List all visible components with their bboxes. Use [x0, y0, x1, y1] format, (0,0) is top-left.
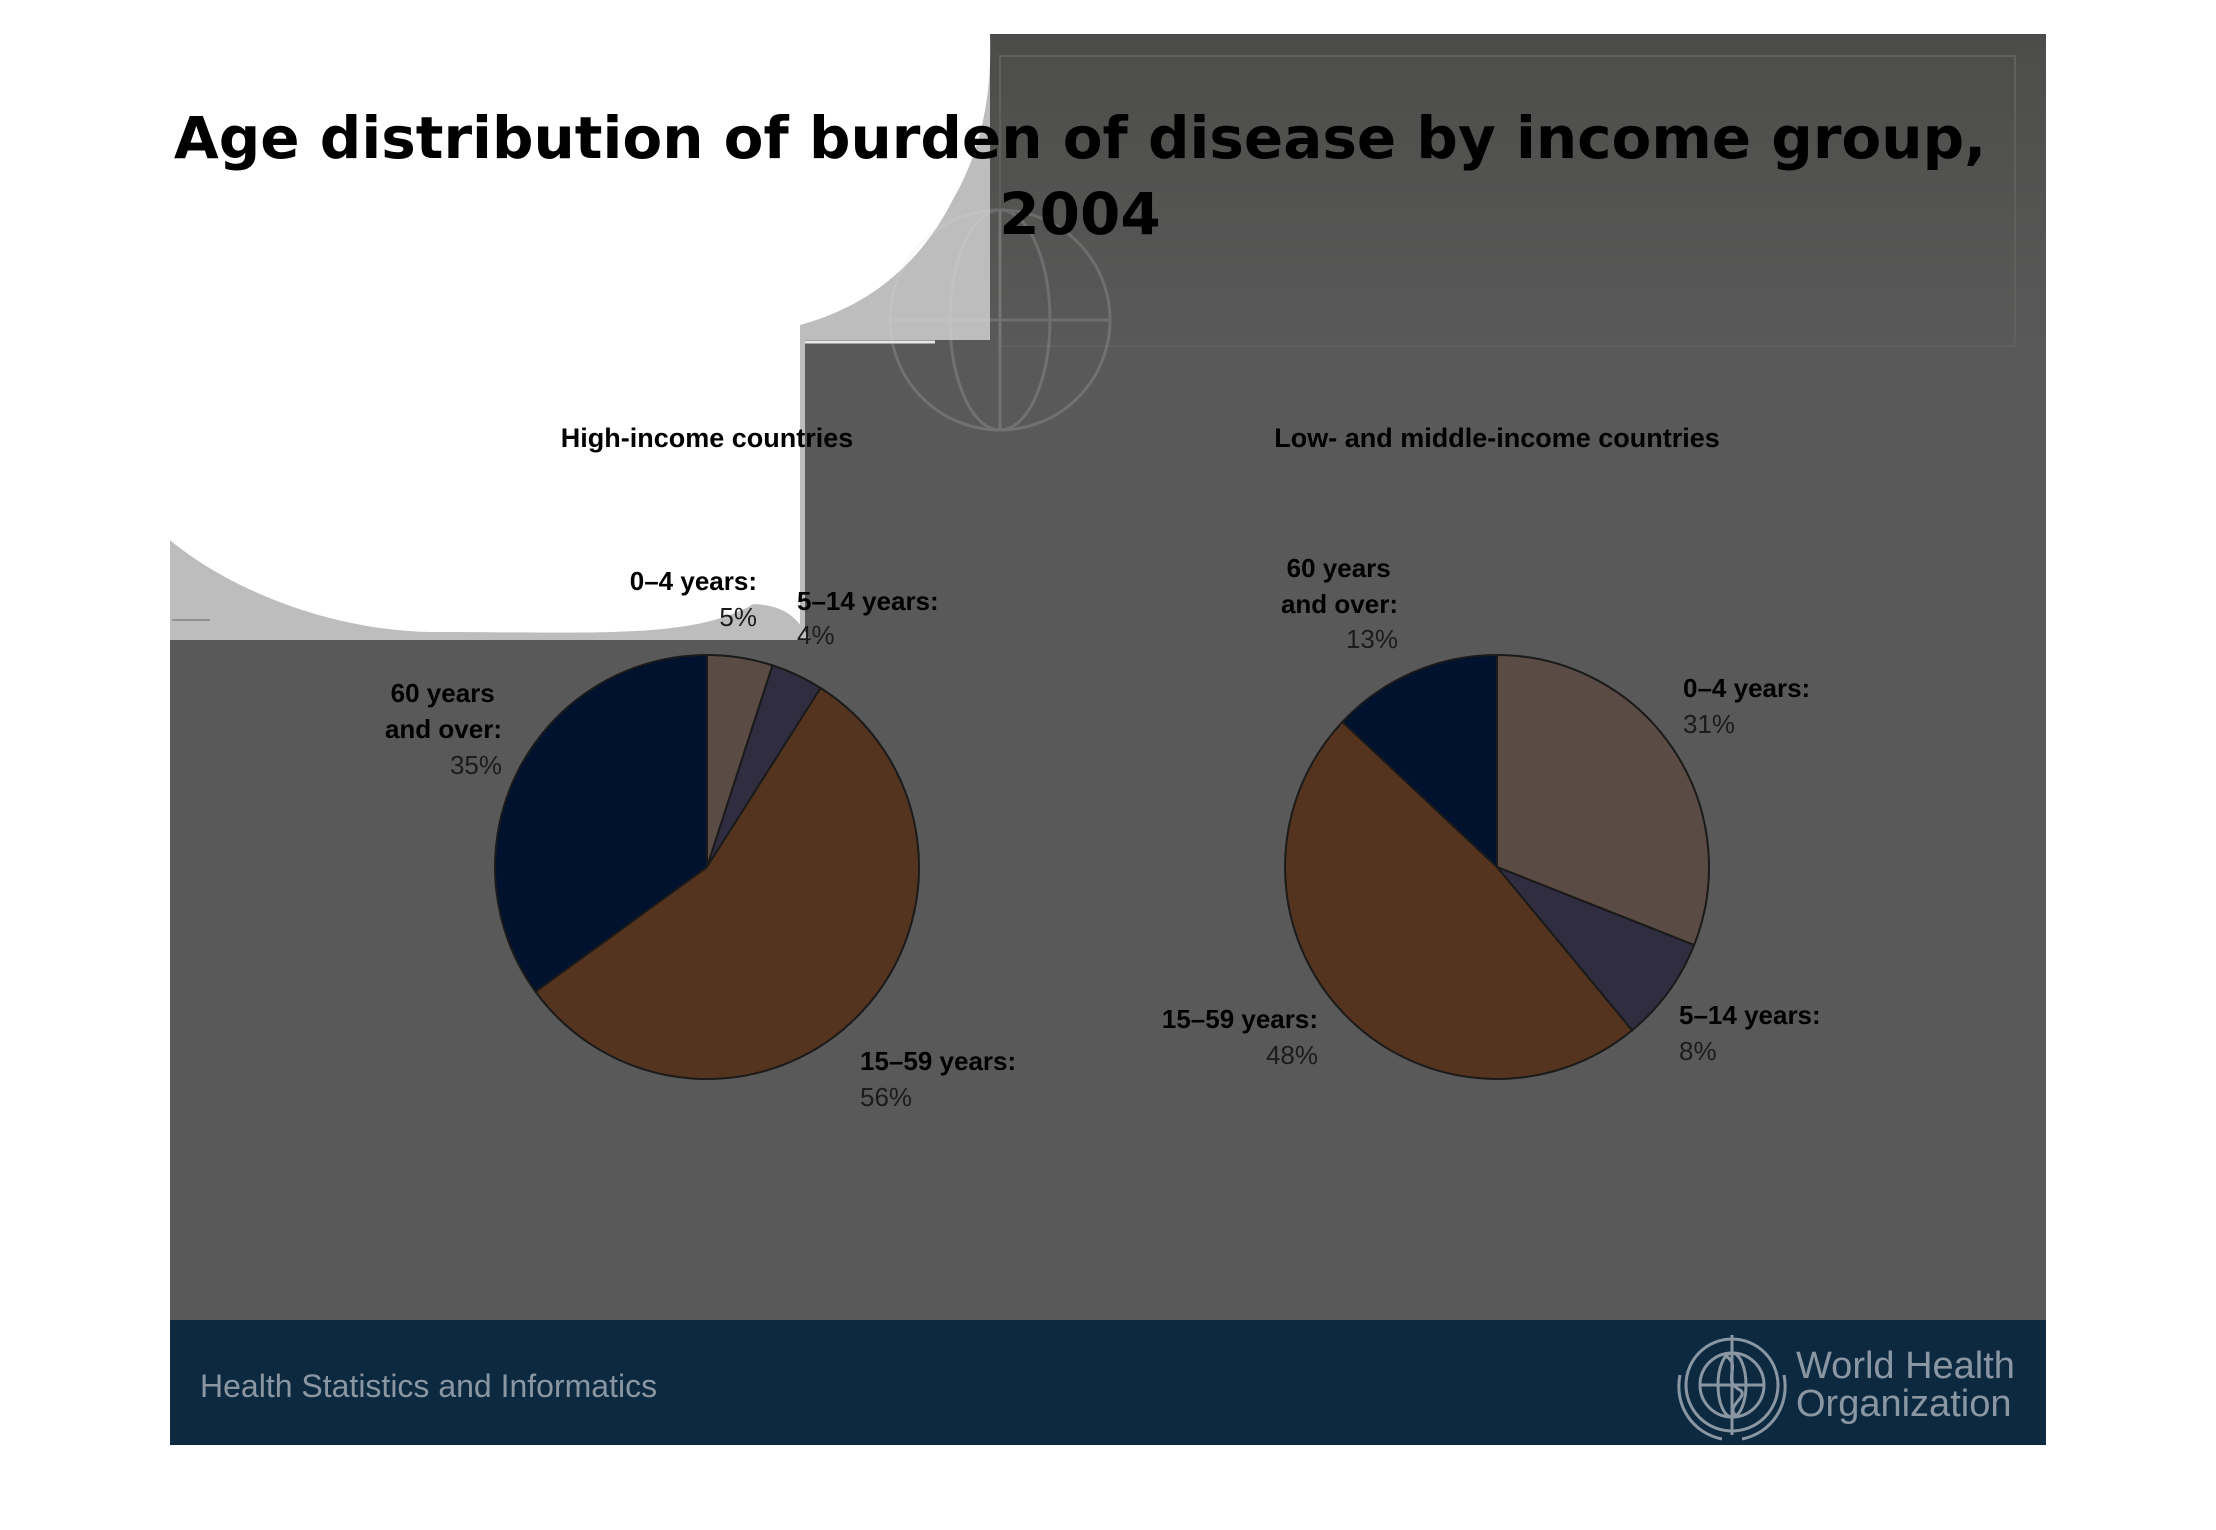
globe-watermark-icon: [888, 208, 1112, 432]
footer-text: Health Statistics and Informatics: [200, 1368, 658, 1404]
chart-title: Low- and middle-income countries: [1274, 423, 1720, 453]
slice-label-0-4: 0–4 years:: [630, 566, 757, 596]
pie-slice-60-years-and-over: [494, 653, 708, 994]
slice-value-60-plus: 35%: [450, 750, 502, 780]
who-logo-line2: Organization: [1796, 1383, 2012, 1425]
chart-title: High-income countries: [561, 423, 854, 453]
who-logo-text: World Health Organization: [1796, 1347, 2015, 1423]
slice-value-5-14: 8%: [1679, 1036, 1717, 1066]
slice-value-0-4: 5%: [719, 602, 757, 632]
slice-value-15-59: 48%: [1266, 1040, 1318, 1070]
slice-label-60-plus-line1: 60 years: [1287, 553, 1391, 583]
chart-low-middle-income: Low- and middle-income countries 0–4 yea…: [1162, 423, 1821, 1080]
slice-value-5-14: 4%: [797, 620, 835, 650]
pie-low-middle-income: [1284, 653, 1710, 1080]
svg-text:60 years and over:: 60 years and over:: [1281, 553, 1398, 619]
pie-slice-15-59-years: [1284, 720, 1634, 1080]
decorative-crescent: [170, 34, 991, 640]
pie-slice-0-4-years: [1496, 653, 1710, 947]
slice-value-15-59: 56%: [860, 1082, 912, 1112]
chart-high-income: High-income countries 0–4 years: 5% 5–14…: [385, 423, 1016, 1112]
who-logo-line1: World Health: [1796, 1345, 2015, 1387]
slice-value-0-4: 31%: [1683, 709, 1735, 739]
svg-text:60 years and over:: 60 years and over:: [385, 678, 502, 744]
slice-label-60-plus-line1: 60 years: [391, 678, 495, 708]
slice-label-5-14: 5–14 years:: [797, 586, 939, 616]
background-panel: [170, 640, 2046, 1320]
slice-label-15-59: 15–59 years:: [860, 1046, 1016, 1076]
background-panel-top: [990, 34, 2046, 344]
slice-label-60-plus-line2: and over:: [1281, 589, 1398, 619]
slice-value-60-plus: 13%: [1346, 624, 1398, 654]
background-panel-right: [805, 340, 2046, 650]
slice-label-60-plus-line2: and over:: [385, 714, 502, 744]
slice-label-15-59: 15–59 years:: [1162, 1004, 1318, 1034]
pie-slice-5-14-years: [1496, 866, 1696, 1032]
pie-slice-15-59-years: [534, 686, 920, 1080]
slide-title: Age distribution of burden of disease by…: [173, 104, 1987, 248]
slice-label-5-14: 5–14 years:: [1679, 1000, 1821, 1030]
who-emblem-icon: [1677, 1335, 1787, 1441]
slice-label-0-4: 0–4 years:: [1683, 673, 1810, 703]
pie-slice-60-years-and-over: [1341, 653, 1498, 870]
pie-high-income: [494, 653, 920, 1080]
